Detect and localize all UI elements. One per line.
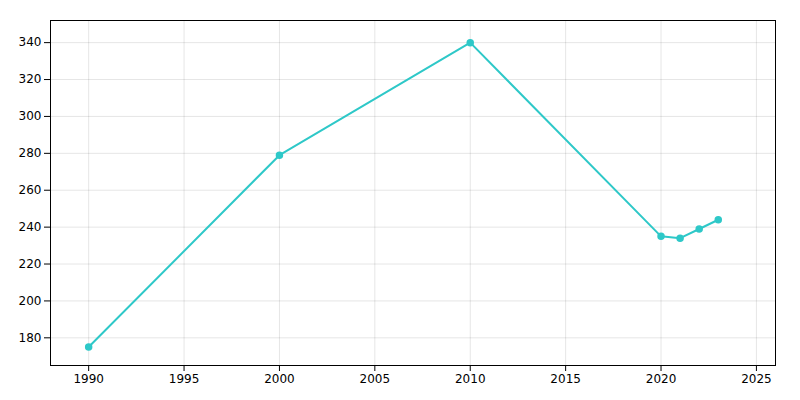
svg-text:2020: 2020: [646, 372, 677, 386]
svg-text:340: 340: [19, 35, 42, 49]
svg-text:260: 260: [19, 183, 42, 197]
svg-text:2005: 2005: [360, 372, 391, 386]
svg-text:220: 220: [19, 257, 42, 271]
svg-text:2025: 2025: [741, 372, 772, 386]
svg-text:2010: 2010: [455, 372, 486, 386]
svg-text:300: 300: [19, 109, 42, 123]
svg-text:240: 240: [19, 220, 42, 234]
svg-text:320: 320: [19, 72, 42, 86]
svg-text:180: 180: [19, 331, 42, 345]
svg-text:2015: 2015: [550, 372, 581, 386]
svg-text:2000: 2000: [264, 372, 295, 386]
svg-text:1990: 1990: [73, 372, 104, 386]
svg-text:200: 200: [19, 294, 42, 308]
svg-text:280: 280: [19, 146, 42, 160]
svg-text:1995: 1995: [169, 372, 200, 386]
